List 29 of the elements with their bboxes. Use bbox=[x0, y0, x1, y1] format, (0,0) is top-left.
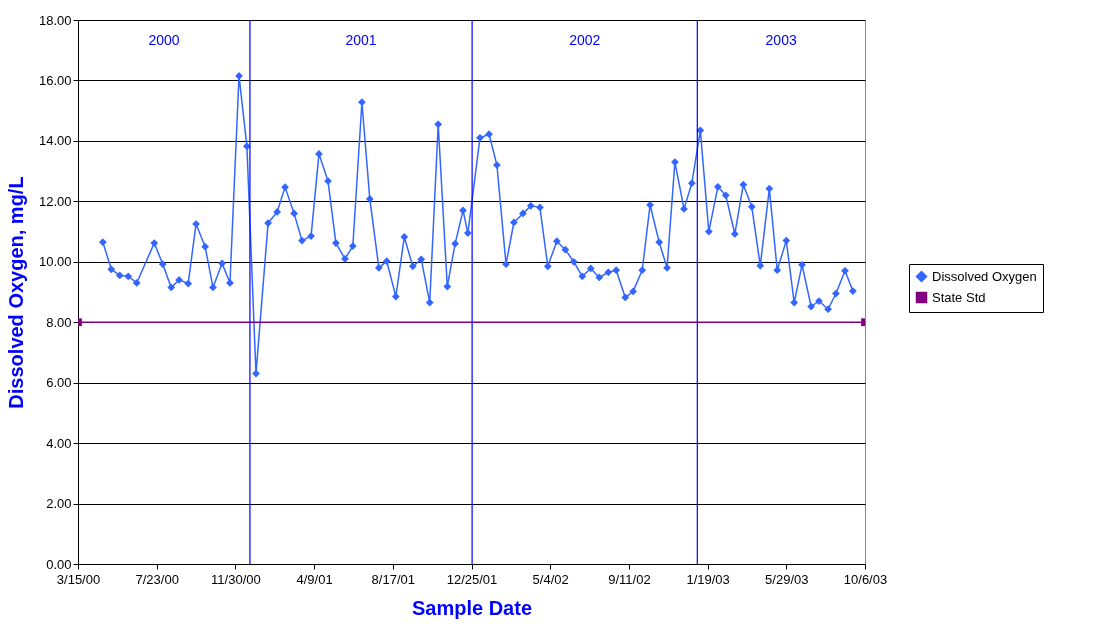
annotation: 2003 bbox=[765, 32, 797, 49]
x-tick-label: 3/15/00 bbox=[56, 571, 101, 587]
x-tick-label: 10/6/03 bbox=[843, 571, 888, 587]
y-axis-title: Dissolved Oxygen, mg/L bbox=[4, 176, 27, 409]
annotation: 2002 bbox=[569, 32, 601, 49]
legend-label: State Std bbox=[932, 289, 986, 305]
y-tick-label: 16.00 bbox=[38, 72, 72, 88]
y-tick-label: 10.00 bbox=[38, 254, 72, 270]
x-tick-label: 5/4/02 bbox=[532, 571, 569, 587]
x-tick-label: 5/29/03 bbox=[765, 571, 809, 587]
annotation: 2001 bbox=[345, 32, 377, 49]
y-tick-label: 4.00 bbox=[46, 435, 72, 451]
x-tick-label: 7/23/00 bbox=[135, 571, 179, 587]
x-tick-label: 8/17/01 bbox=[371, 571, 415, 587]
x-tick-label: 12/25/01 bbox=[446, 571, 498, 587]
y-tick-label: 6.00 bbox=[46, 375, 72, 391]
x-tick-label: 9/11/02 bbox=[608, 571, 651, 587]
y-tick-label: 14.00 bbox=[38, 133, 72, 149]
legend-label: Dissolved Oxygen bbox=[932, 268, 1037, 284]
y-tick-label: 8.00 bbox=[46, 314, 72, 330]
y-tick-label: 18.00 bbox=[38, 12, 72, 28]
x-tick-label: 11/30/00 bbox=[211, 571, 261, 587]
y-tick-label: 12.00 bbox=[38, 193, 72, 209]
x-tick-label: 4/9/01 bbox=[296, 571, 333, 587]
y-tick-label: 0.00 bbox=[46, 556, 72, 572]
annotation: 2000 bbox=[148, 32, 180, 49]
x-tick-label: 1/19/03 bbox=[686, 571, 730, 587]
x-axis-title: Sample Date bbox=[411, 596, 533, 619]
y-tick-label: 2.00 bbox=[46, 496, 72, 512]
